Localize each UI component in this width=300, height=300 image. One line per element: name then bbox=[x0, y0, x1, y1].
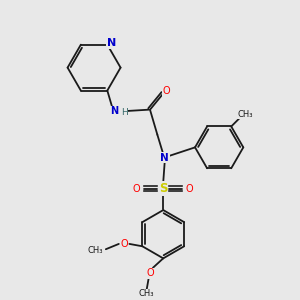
Text: S: S bbox=[159, 182, 167, 195]
Text: CH₃: CH₃ bbox=[138, 289, 154, 298]
Text: N: N bbox=[160, 153, 169, 163]
Text: O: O bbox=[186, 184, 194, 194]
Text: N: N bbox=[110, 106, 118, 116]
Text: O: O bbox=[146, 268, 154, 278]
Text: CH₃: CH₃ bbox=[87, 246, 103, 255]
Text: CH₃: CH₃ bbox=[238, 110, 253, 118]
Text: O: O bbox=[163, 86, 171, 96]
Text: O: O bbox=[120, 239, 128, 249]
Text: O: O bbox=[133, 184, 141, 194]
Text: H: H bbox=[121, 108, 128, 117]
Text: N: N bbox=[106, 38, 116, 48]
